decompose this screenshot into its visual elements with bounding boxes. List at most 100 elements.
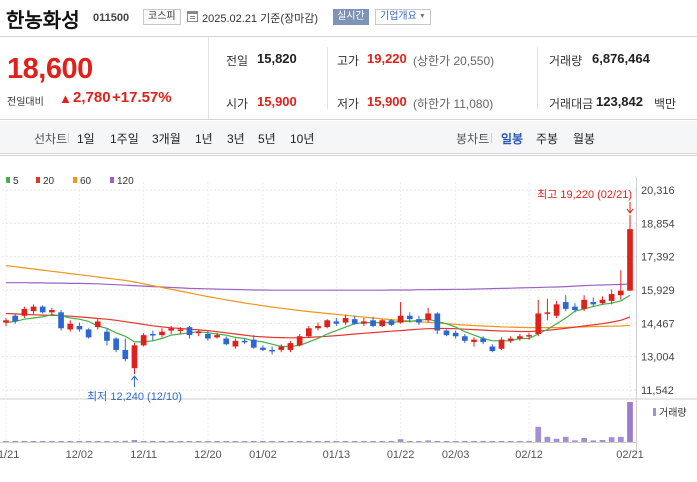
tab-daily[interactable]: 일봉 — [501, 132, 524, 146]
volume-bar — [131, 440, 138, 442]
candle-body — [12, 315, 19, 322]
price-box: 18,600 전일대비 ▲ 2,780 +17.57% — [0, 37, 209, 119]
volume-bar — [617, 436, 624, 442]
as-of-date: 2025.02.21 기준(장마감) — [202, 13, 319, 25]
tab-3month[interactable]: 3개월 — [152, 132, 181, 146]
volume-bar — [3, 441, 9, 442]
candle-body — [3, 320, 9, 323]
volume-bar — [480, 441, 487, 442]
candle-body — [627, 229, 633, 291]
calendar-icon — [187, 11, 198, 22]
x-tick-label: 02/12 — [515, 449, 543, 461]
volume-legend-swatch — [653, 408, 656, 416]
tab-1week[interactable]: 1주일 — [110, 132, 139, 146]
x-tick-label: 02/03 — [442, 449, 470, 461]
tab-5year[interactable]: 5년 — [258, 132, 276, 146]
volume-bar — [434, 441, 441, 442]
candle-body — [361, 321, 367, 324]
candle-body — [21, 308, 28, 316]
volume-bar — [489, 441, 496, 442]
candle-body — [517, 336, 523, 339]
legend-swatch — [36, 177, 40, 183]
tab-1day[interactable]: 1일 — [77, 132, 95, 146]
x-tick-label: 02/21 — [616, 449, 644, 461]
candle-body — [333, 321, 340, 324]
ma60-line — [5, 265, 631, 329]
candle-body — [223, 338, 230, 345]
up-arrow-icon: ▲ — [59, 91, 72, 106]
tab-weekly[interactable]: 주봉 — [536, 132, 559, 146]
volume-bar — [388, 441, 395, 442]
candle-body — [507, 338, 514, 341]
volume-bar — [608, 437, 615, 442]
stock-chart[interactable]: 5 20 60 120 20,316 18,854 17,392 15,929 14,467 1… — [0, 155, 697, 482]
legend-label: 20 — [43, 176, 55, 187]
candle-body — [388, 320, 395, 325]
high-label: 고가 — [337, 54, 360, 68]
tab-3year[interactable]: 3년 — [227, 132, 245, 146]
x-tick-label: 01/02 — [249, 449, 277, 461]
candle-body — [76, 325, 83, 330]
candle-body — [149, 333, 156, 336]
volume-bar — [104, 441, 110, 442]
candle-body — [489, 346, 496, 352]
volume-bar — [581, 438, 587, 442]
change-amount: 2,780 — [73, 89, 111, 106]
volume-bar — [361, 441, 367, 442]
volume-bar — [269, 441, 275, 442]
candle-body — [572, 306, 578, 311]
candle-body — [214, 335, 220, 338]
volume-bar — [214, 441, 220, 442]
volume-bar — [177, 441, 184, 442]
candle-body — [159, 331, 165, 336]
prev-close-value: 15,820 — [257, 51, 297, 66]
candle-body — [379, 320, 386, 326]
change-percent: +17.57% — [112, 89, 172, 106]
candle-body — [590, 302, 597, 305]
volume-bar — [49, 441, 55, 442]
volume-bar — [526, 441, 532, 442]
volume-bar — [572, 440, 578, 442]
tab-monthly[interactable]: 월봉 — [573, 132, 596, 146]
candle-body — [324, 320, 331, 328]
tab-separator — [68, 133, 69, 143]
tab-1year[interactable]: 1년 — [195, 132, 213, 146]
candle-body — [269, 349, 275, 352]
candle-body — [425, 313, 431, 321]
volume-bar — [599, 440, 606, 442]
candle-body — [232, 340, 239, 347]
volume-bar — [517, 441, 523, 442]
tab-10year[interactable]: 10년 — [290, 132, 315, 146]
y-tick-label: 17,392 — [641, 252, 675, 264]
volume-bar — [149, 441, 156, 442]
market-badge: 코스피 — [143, 9, 181, 25]
volume-bar — [223, 441, 230, 442]
volume-bar — [168, 441, 175, 442]
moving-average-lines — [5, 265, 631, 348]
volume-bar — [159, 441, 165, 442]
volume-bar — [58, 441, 64, 442]
volume-bar — [94, 441, 101, 442]
candlesticks — [3, 214, 633, 375]
volume-bar — [296, 441, 303, 442]
volume-bar — [305, 441, 312, 442]
company-overview-dropdown[interactable]: 기업개요 ▼ — [375, 9, 431, 25]
volume-bar — [241, 441, 248, 442]
volume-bars: 거래량 — [3, 402, 687, 442]
x-axis-labels: 11/21 12/02 12/11 12/20 01/02 01/13 01/22 02/03… — [0, 449, 644, 461]
volume-bar — [113, 441, 119, 442]
candle-body — [480, 338, 487, 342]
candle-body — [461, 336, 468, 341]
high-annotation: 최고 19,220 (02/21) — [537, 188, 632, 201]
prev-close-label: 전일 — [226, 54, 249, 68]
change-label: 전일대비 — [7, 97, 44, 108]
volume-bar — [351, 441, 358, 442]
x-tick-label: 12/20 — [194, 449, 222, 461]
candle-body — [94, 321, 101, 328]
candle-body — [581, 299, 587, 309]
volume-bar — [416, 441, 422, 442]
candle-body — [535, 313, 542, 334]
volume-bar — [186, 441, 193, 442]
candle-body — [416, 319, 422, 323]
realtime-button[interactable]: 실시간 — [333, 9, 369, 25]
